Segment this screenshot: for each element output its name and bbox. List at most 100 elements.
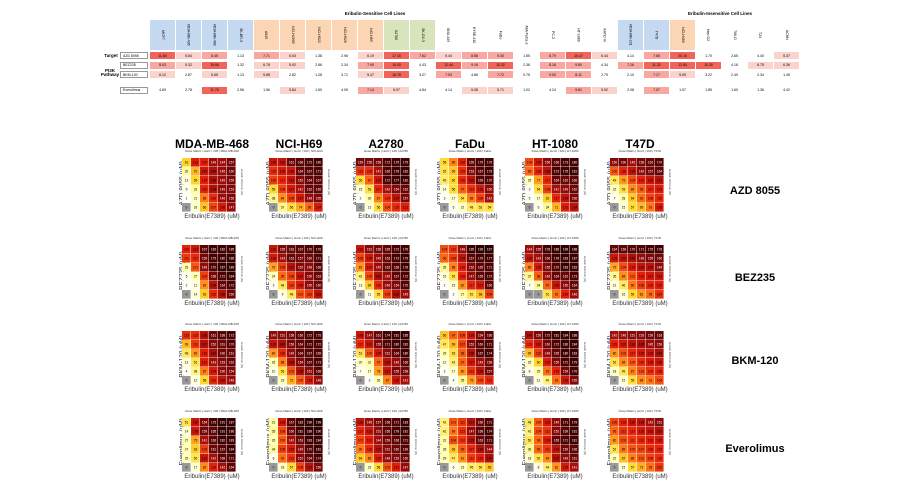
heatmap-cell-label: 155	[536, 248, 542, 252]
heatmap-cell	[646, 272, 655, 281]
heatmap-cell-label: 185	[403, 334, 409, 338]
heatmap-cell	[287, 203, 296, 212]
heatmap-cell	[655, 281, 664, 290]
heatmap-cell	[619, 445, 628, 454]
heatmap-cell-label: 118	[621, 170, 626, 174]
heatmap-cell	[305, 254, 314, 263]
table-cell: 2.36	[514, 61, 540, 69]
heatmap-cell	[525, 158, 534, 167]
heatmap-cell-label: 172	[487, 275, 493, 279]
panel-response-label: Growth Inhibition (%)	[583, 255, 587, 283]
table-cell: 3.71	[332, 71, 358, 78]
heatmap-cell	[191, 272, 200, 281]
heatmap-cell	[610, 245, 619, 254]
heatmap-cell	[296, 331, 305, 340]
heatmap-cell	[182, 418, 191, 427]
heatmap-cell	[552, 463, 561, 472]
heatmap-cell	[287, 340, 296, 349]
heatmap-cell-label: 137	[202, 343, 208, 347]
heatmap-cell	[392, 254, 401, 263]
heatmap-cell-label: 142	[648, 421, 654, 425]
heatmap-cell-label: 10	[272, 370, 276, 374]
heatmap-cell-label: 116	[211, 197, 216, 201]
heatmap-cell-label: 22	[613, 457, 617, 461]
heatmap-cell	[269, 463, 278, 472]
heatmap-cell-label: 100	[280, 439, 286, 443]
heatmap-cell-label: 147	[403, 466, 409, 470]
heatmap-cell	[200, 167, 209, 176]
heatmap-cell-label: 0	[273, 206, 275, 210]
heatmap-cell	[200, 194, 209, 203]
heatmap-cell-label: 81	[555, 466, 559, 470]
heatmap-cell	[182, 272, 191, 281]
heatmap-cell-label: 114	[385, 197, 390, 201]
heatmap-cell	[449, 367, 458, 376]
heatmap-cell-label: 50	[479, 466, 483, 470]
heatmap-cell-label: 104	[527, 161, 533, 165]
heatmap-cell	[449, 349, 458, 358]
heatmap-cell-label: 171	[403, 439, 409, 443]
heatmap-cell-label: 85	[452, 161, 456, 165]
heatmap-panel: Dose Matrix | Horiz | 100 | A2780BEZ235 …	[344, 236, 424, 309]
heatmap-cell-label: 167	[289, 421, 295, 425]
heatmap-cell-label: 26	[272, 361, 276, 365]
heatmap-cell	[552, 158, 561, 167]
heatmap-cell	[218, 340, 227, 349]
heatmap-cell-label: 143	[280, 257, 286, 261]
table-cell: 8.79	[540, 52, 566, 59]
table-cell: 4.24	[540, 86, 566, 94]
heatmap-cell-label: 109	[202, 448, 208, 452]
heatmap-cell-label: 80	[461, 370, 465, 374]
heatmap-cell	[525, 254, 534, 263]
heatmap-cell-label: 163	[478, 439, 484, 443]
heatmap-cell-label: 125	[545, 421, 551, 425]
heatmap-cell	[619, 436, 628, 445]
heatmap-cell	[200, 445, 209, 454]
heatmap-cell-label: 98	[537, 275, 541, 279]
heatmap-cell-label: 160	[307, 257, 313, 261]
heatmap-cell	[570, 340, 579, 349]
heatmap-cell	[383, 331, 392, 340]
heatmap-cell-label: 55	[377, 293, 381, 297]
heatmap-cell	[543, 445, 552, 454]
heatmap-cell-label: 130	[289, 170, 295, 174]
heatmap-cell-label: 137	[289, 266, 295, 270]
heatmap-cell	[449, 376, 458, 385]
heatmap-cell	[209, 281, 218, 290]
heatmap-cell	[619, 194, 628, 203]
heatmap-cell	[200, 176, 209, 185]
heatmap-cell	[543, 367, 552, 376]
table-cell: 7.72	[488, 71, 514, 78]
heatmap-cell-label: 116	[639, 439, 644, 443]
heatmap-cell-label: 13	[368, 206, 372, 210]
heatmap-cell	[552, 176, 561, 185]
heatmap-cell-label: 168	[316, 370, 322, 374]
heatmap-cell	[655, 349, 664, 358]
heatmap-cell	[619, 331, 628, 340]
heatmap-cell	[218, 263, 227, 272]
heatmap-cell-label: 163	[298, 439, 304, 443]
heatmap-cell	[227, 272, 236, 281]
heatmap-cell-label: 136	[385, 361, 391, 365]
heatmap-cell	[374, 185, 383, 194]
table-col-header: NCI-H460	[670, 20, 696, 50]
heatmap-cell-label: 153	[469, 170, 475, 174]
heatmap-cell	[561, 158, 570, 167]
heatmap-cell-label: 108	[648, 457, 654, 461]
heatmap-cell-label: 176	[403, 248, 409, 252]
heatmap-cell-label: 116	[280, 352, 285, 356]
heatmap-cell	[374, 290, 383, 299]
heatmap-cell-label: 67	[622, 457, 626, 461]
heatmap-cell	[218, 358, 227, 367]
heatmap-cell-label: 169	[403, 448, 409, 452]
heatmap-cell-label: 166	[545, 257, 551, 261]
heatmap-cell	[305, 176, 314, 185]
heatmap-cell-label: 120	[460, 266, 466, 270]
heatmap-cell-label: 172	[229, 334, 235, 338]
